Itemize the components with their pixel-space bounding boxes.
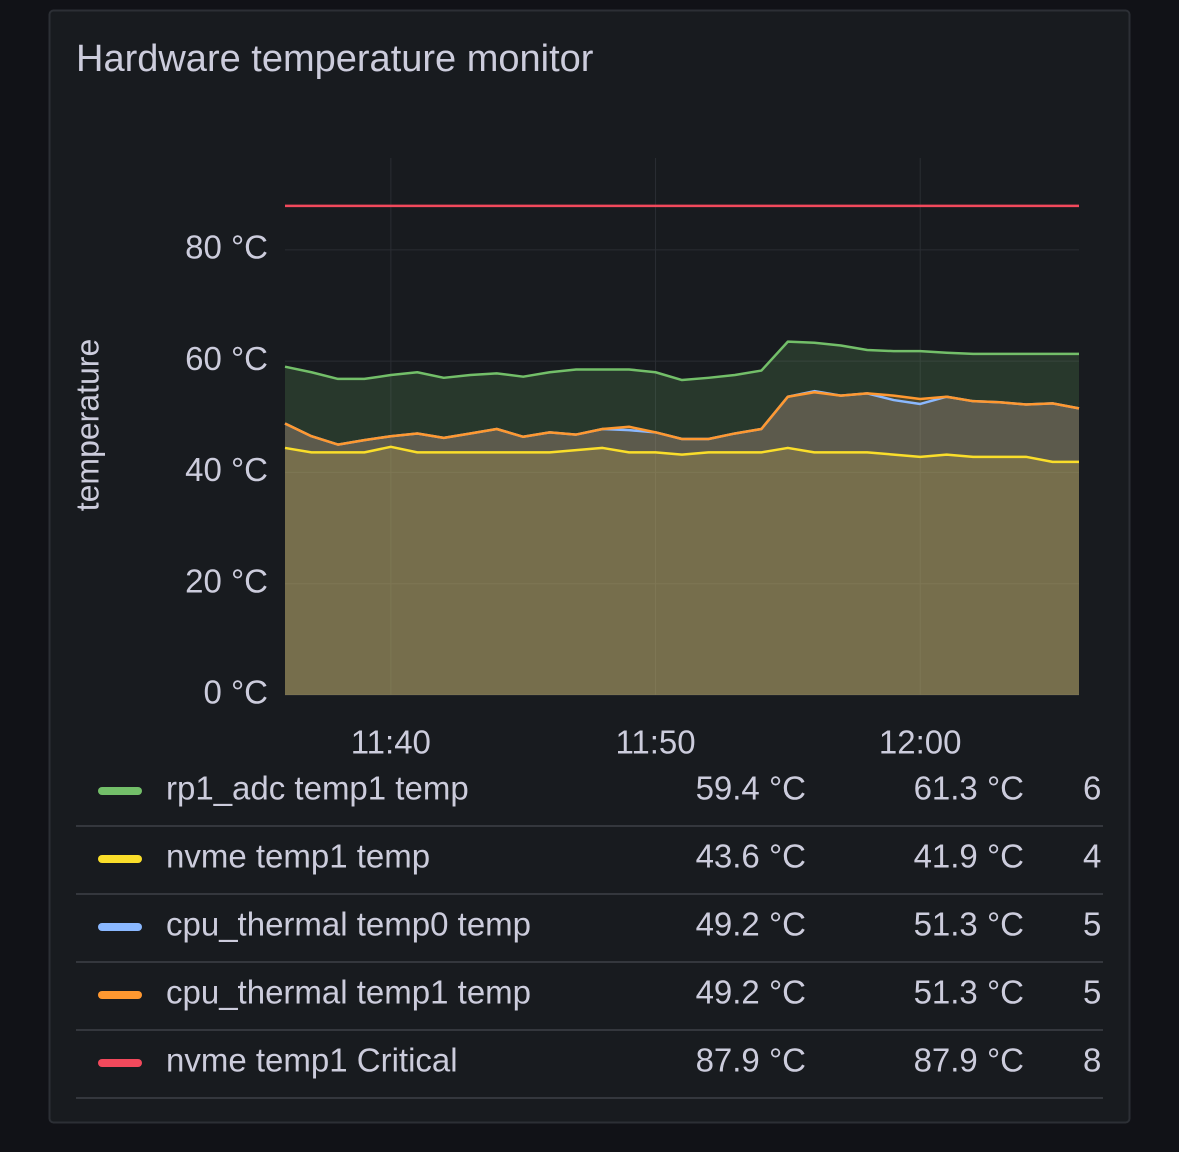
legend-value: 59.4 °C: [696, 770, 806, 807]
series-area: [285, 392, 1079, 695]
legend-value: 49.2 °C: [696, 974, 806, 1011]
y-tick-label: 40 °C: [185, 451, 268, 488]
legend-value: 49.2 °C: [696, 906, 806, 943]
series-line: [284, 340, 1079, 382]
legend-value: 41.9 °C: [914, 838, 1024, 875]
y-tick-label: 80 °C: [185, 229, 268, 266]
legend-value: 87.9 °C: [696, 1042, 806, 1079]
legend-table: rp1_adc temp1 temp 59.4 °C 61.3 °C 6 nvme te…: [76, 770, 1103, 1099]
legend-value: 6: [1083, 770, 1101, 807]
plot: 0 °C 20 °C 40 °C 60 °C 80 °C 11:40 11:50 12:00: [185, 158, 1080, 761]
y-tick-label: 20 °C: [185, 562, 268, 599]
legend-value: 4: [1083, 838, 1101, 875]
legend-name: nvme temp1 Critical: [166, 1042, 458, 1079]
series-area: [285, 391, 1079, 695]
panel-frame: [48, 9, 1131, 1124]
series-line: [284, 445, 1079, 464]
legend: rp1_adc temp1 temp 59.4 °C 61.3 °C 6 nvme te…: [76, 770, 1103, 1099]
legend-value: 87.9 °C: [914, 1042, 1024, 1079]
legend-name: cpu_thermal temp1 temp: [166, 974, 531, 1011]
legend-name: cpu_thermal temp0 temp: [166, 906, 531, 943]
legend-name: nvme temp1 temp: [166, 838, 430, 875]
legend-value: 51.3 °C: [914, 974, 1024, 1011]
legend-value: 51.3 °C: [914, 906, 1024, 943]
y-tick-label: 0 °C: [203, 674, 268, 711]
legend-value: 8: [1083, 1042, 1101, 1079]
x-tick-label: 12:00: [879, 724, 962, 761]
y-tick-label: 60 °C: [185, 340, 268, 377]
legend-value: 43.6 °C: [696, 838, 806, 875]
x-tick-label: 11:40: [351, 724, 431, 761]
x-tick-label: 11:50: [615, 724, 695, 761]
panel-title: Hardware temperature monitor: [76, 38, 594, 80]
legend-value: 61.3 °C: [914, 770, 1024, 807]
y-axis-label: temperature: [69, 339, 105, 512]
series-line: [284, 391, 1080, 446]
legend-name: rp1_adc temp1 temp: [166, 770, 469, 807]
legend-value: 5: [1083, 906, 1101, 943]
series-area: [285, 446, 1079, 695]
legend-value: 5: [1083, 974, 1101, 1011]
